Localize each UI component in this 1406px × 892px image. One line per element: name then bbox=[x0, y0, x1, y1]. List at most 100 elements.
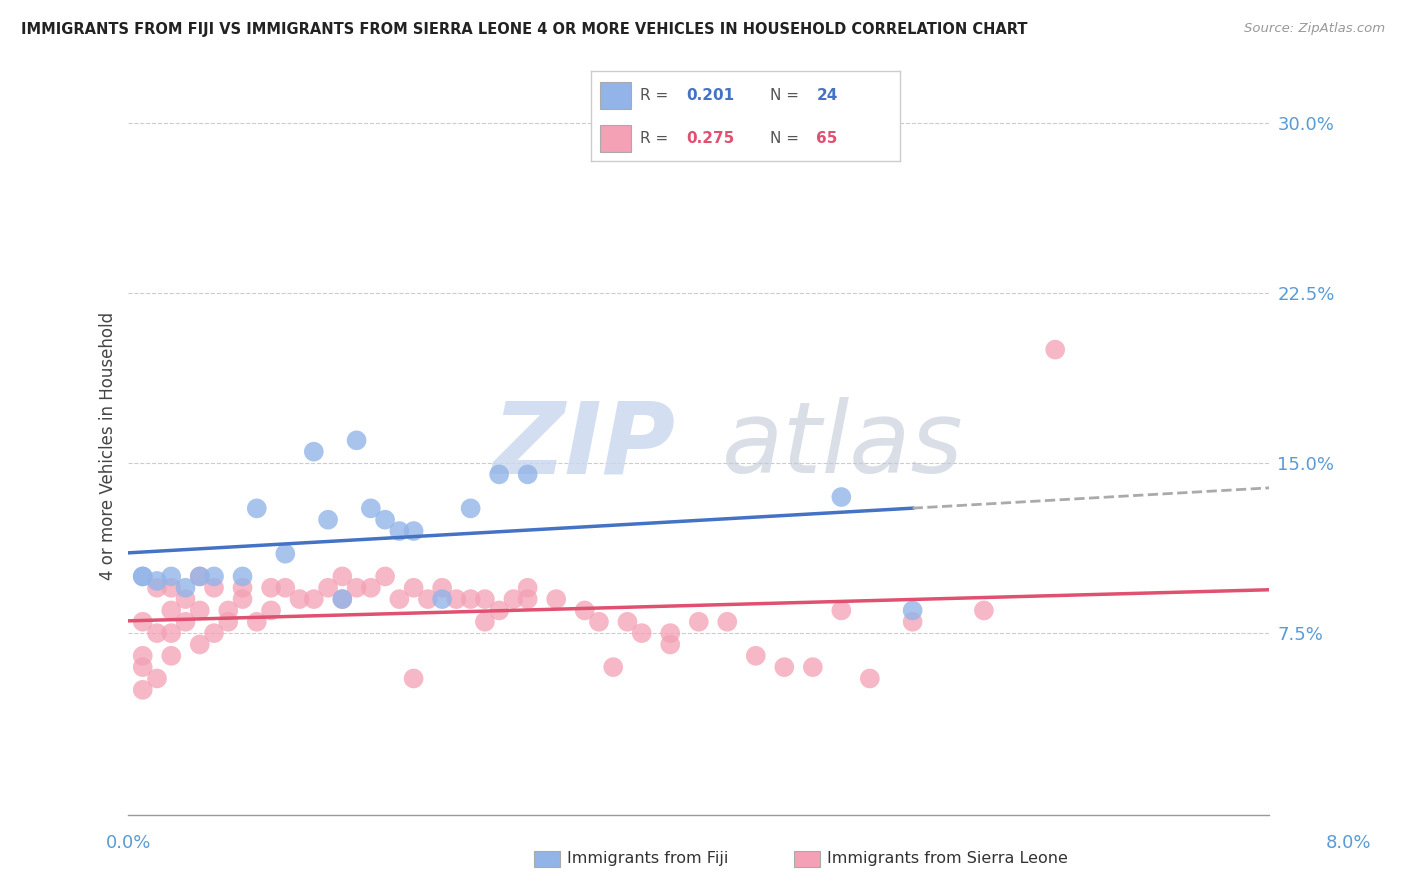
Point bbox=[388, 592, 411, 607]
Point bbox=[773, 660, 796, 674]
Point bbox=[488, 603, 510, 617]
Point bbox=[217, 615, 239, 629]
Point bbox=[474, 615, 496, 629]
Point bbox=[231, 592, 253, 607]
Point bbox=[1043, 343, 1066, 357]
Point bbox=[330, 569, 353, 583]
Point bbox=[330, 592, 353, 607]
Text: N =: N = bbox=[770, 131, 804, 145]
Point bbox=[488, 467, 510, 482]
Point bbox=[659, 626, 682, 640]
Point bbox=[516, 592, 538, 607]
Point bbox=[160, 569, 183, 583]
Point bbox=[446, 592, 468, 607]
Point bbox=[346, 434, 368, 448]
Point bbox=[160, 581, 183, 595]
Point bbox=[132, 660, 155, 674]
Point bbox=[630, 626, 652, 640]
Point bbox=[160, 648, 183, 663]
Point bbox=[402, 672, 425, 686]
Point bbox=[202, 626, 225, 640]
Point bbox=[231, 569, 253, 583]
Point bbox=[901, 615, 924, 629]
Text: Immigrants from Fiji: Immigrants from Fiji bbox=[567, 852, 728, 866]
Point bbox=[302, 444, 325, 458]
Point bbox=[246, 615, 269, 629]
Text: IMMIGRANTS FROM FIJI VS IMMIGRANTS FROM SIERRA LEONE 4 OR MORE VEHICLES IN HOUSE: IMMIGRANTS FROM FIJI VS IMMIGRANTS FROM … bbox=[21, 22, 1028, 37]
Point bbox=[546, 592, 568, 607]
Bar bbox=[600, 125, 631, 152]
Point bbox=[132, 569, 155, 583]
Point bbox=[188, 569, 211, 583]
Text: 0.275: 0.275 bbox=[686, 131, 735, 145]
Point bbox=[132, 615, 155, 629]
Bar bbox=[600, 82, 631, 109]
Point bbox=[160, 603, 183, 617]
Point bbox=[174, 615, 197, 629]
Point bbox=[402, 581, 425, 595]
Point bbox=[188, 603, 211, 617]
Point bbox=[274, 547, 297, 561]
Point bbox=[602, 660, 624, 674]
Point bbox=[260, 603, 283, 617]
Point bbox=[316, 581, 339, 595]
Text: atlas: atlas bbox=[721, 398, 963, 494]
Text: 24: 24 bbox=[817, 88, 838, 103]
Point bbox=[246, 501, 269, 516]
Text: R =: R = bbox=[640, 88, 673, 103]
Point bbox=[188, 569, 211, 583]
Point bbox=[688, 615, 710, 629]
Point bbox=[830, 603, 852, 617]
Y-axis label: 4 or more Vehicles in Household: 4 or more Vehicles in Household bbox=[100, 312, 117, 580]
Point bbox=[859, 672, 882, 686]
Point bbox=[901, 603, 924, 617]
Point bbox=[588, 615, 610, 629]
Point bbox=[360, 501, 382, 516]
Point bbox=[146, 626, 169, 640]
Point bbox=[302, 592, 325, 607]
Point bbox=[374, 569, 396, 583]
Point bbox=[801, 660, 824, 674]
Point bbox=[360, 581, 382, 595]
Point bbox=[217, 603, 239, 617]
Point bbox=[416, 592, 439, 607]
Point bbox=[460, 501, 482, 516]
Text: 8.0%: 8.0% bbox=[1326, 834, 1371, 852]
Point bbox=[174, 592, 197, 607]
Text: Source: ZipAtlas.com: Source: ZipAtlas.com bbox=[1244, 22, 1385, 36]
Point bbox=[402, 524, 425, 538]
Text: N =: N = bbox=[770, 88, 804, 103]
Point bbox=[132, 682, 155, 697]
Text: R =: R = bbox=[640, 131, 673, 145]
Point bbox=[146, 574, 169, 588]
Point bbox=[202, 581, 225, 595]
Point bbox=[430, 581, 453, 595]
Point bbox=[288, 592, 311, 607]
Point bbox=[330, 592, 353, 607]
Point bbox=[174, 581, 197, 595]
Point bbox=[160, 626, 183, 640]
Point bbox=[745, 648, 768, 663]
Text: 65: 65 bbox=[817, 131, 838, 145]
Text: Immigrants from Sierra Leone: Immigrants from Sierra Leone bbox=[827, 852, 1067, 866]
Point bbox=[502, 592, 524, 607]
Text: 0.0%: 0.0% bbox=[105, 834, 150, 852]
Point bbox=[574, 603, 596, 617]
Point bbox=[188, 637, 211, 651]
Point bbox=[516, 581, 538, 595]
Point bbox=[516, 467, 538, 482]
Point bbox=[274, 581, 297, 595]
Point bbox=[616, 615, 638, 629]
Point bbox=[202, 569, 225, 583]
Point bbox=[460, 592, 482, 607]
Point bbox=[474, 592, 496, 607]
Text: 0.201: 0.201 bbox=[686, 88, 734, 103]
Point bbox=[260, 581, 283, 595]
Point bbox=[374, 513, 396, 527]
Point bbox=[132, 569, 155, 583]
Point bbox=[316, 513, 339, 527]
Point bbox=[132, 648, 155, 663]
Point bbox=[659, 637, 682, 651]
Point bbox=[146, 581, 169, 595]
Point bbox=[716, 615, 738, 629]
